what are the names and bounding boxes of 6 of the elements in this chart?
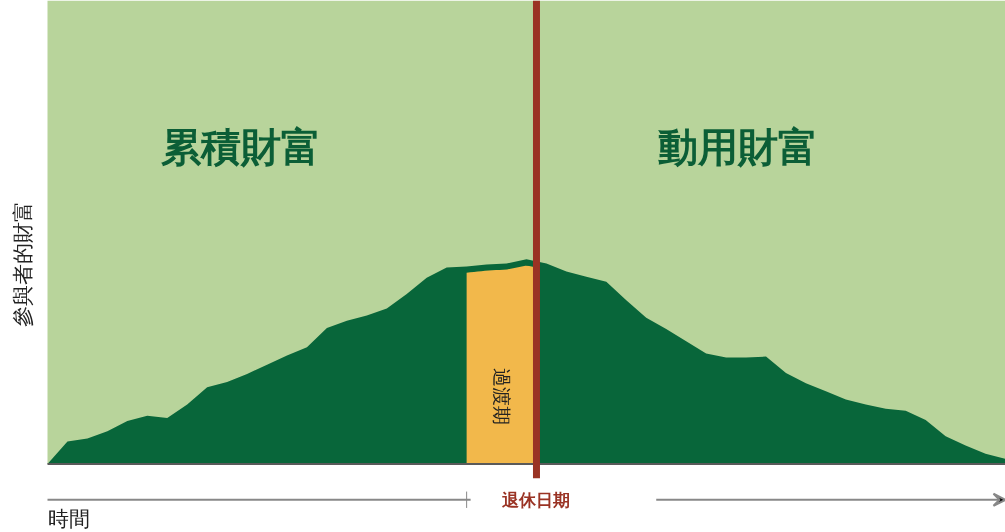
text: 累積財富 <box>161 123 322 170</box>
y-axis-title: 參與者的財富 <box>10 201 35 328</box>
x-axis-title: 時間 <box>47 507 90 532</box>
text: 退休日期 <box>501 489 571 510</box>
text: 動用財富 <box>658 123 819 170</box>
annotation: 過渡期 <box>490 367 513 425</box>
